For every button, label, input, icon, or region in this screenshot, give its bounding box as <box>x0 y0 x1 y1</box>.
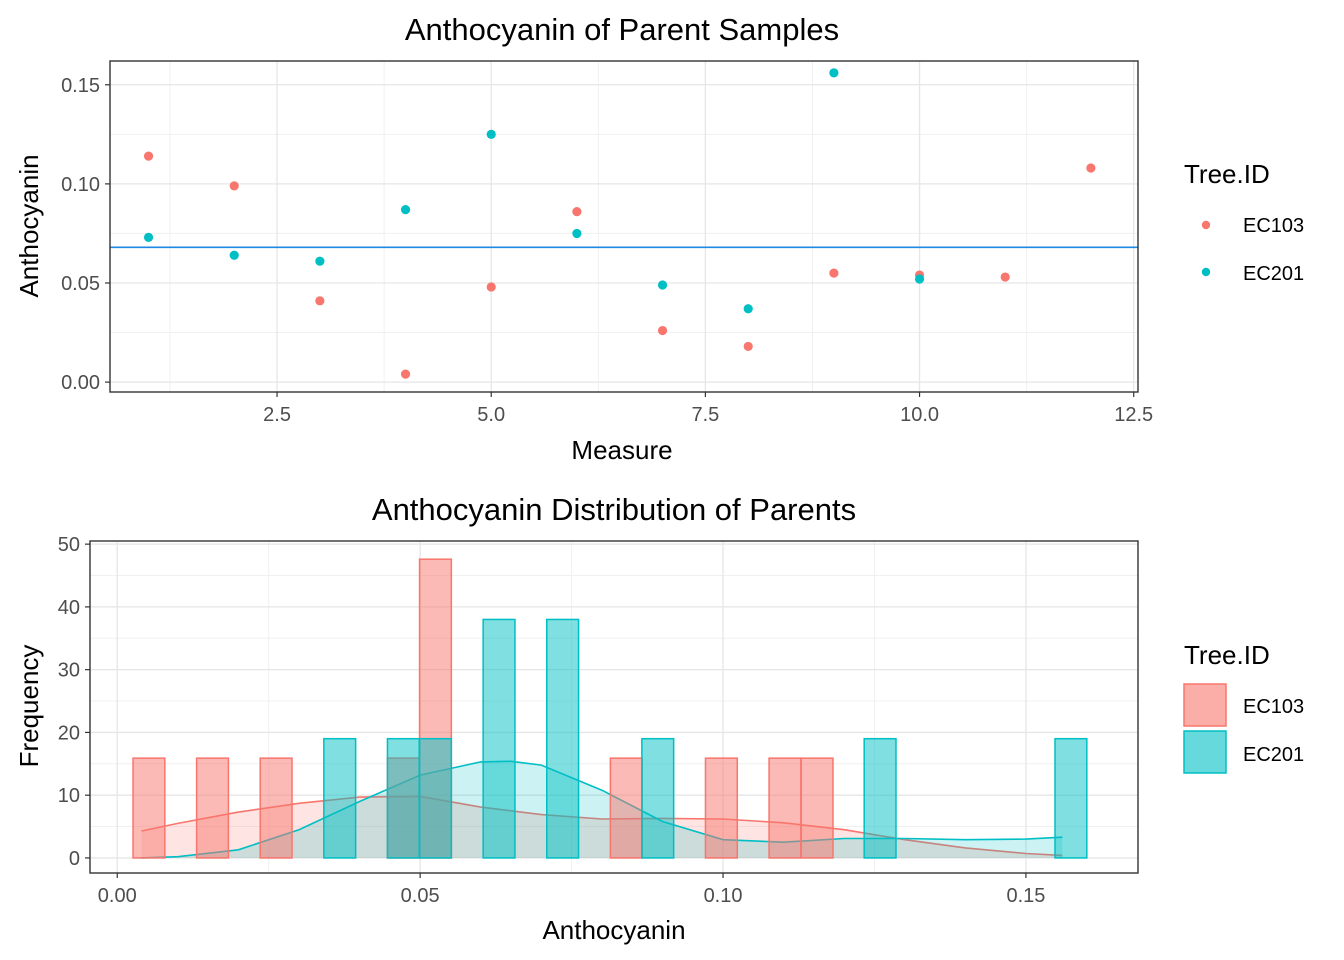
histogram-bar-ec103 <box>768 757 802 859</box>
scatter-point-ec201 <box>743 304 753 314</box>
histogram-bar-ec201 <box>323 737 357 859</box>
histogram-panel: Anthocyanin Distribution of Parents 0.00… <box>14 492 1304 945</box>
histogram-bar-ec201 <box>418 737 453 859</box>
histogram-legend-title: Tree.ID <box>1184 640 1270 670</box>
histogram-bar-ec201 <box>863 737 897 859</box>
histogram-bar-ec201 <box>482 618 516 859</box>
histogram-y-axis-title: Frequency <box>14 645 44 768</box>
scatter-point-ec103 <box>829 268 839 278</box>
histogram-y-tick-label: 50 <box>58 534 80 556</box>
histogram-bars <box>132 558 1088 859</box>
scatter-y-tick-label: 0.15 <box>61 75 100 97</box>
scatter-point-ec103 <box>572 207 582 217</box>
histogram-legend-key-ec201 <box>1183 730 1227 774</box>
scatter-panel: Anthocyanin of Parent Samples 2.5 5.0 7.5 1… <box>14 12 1304 465</box>
scatter-point-ec103 <box>400 369 411 379</box>
histogram-bar-ec201 <box>1054 737 1088 859</box>
histogram-x-tick-label: 0.05 <box>401 885 440 907</box>
scatter-point-ec201 <box>914 274 925 284</box>
histogram-y-tick-label: 10 <box>58 785 80 807</box>
histogram-x-tick-label: 0.00 <box>98 885 137 907</box>
scatter-point-ec201 <box>143 232 154 243</box>
histogram-y-tick-label: 40 <box>58 597 80 619</box>
scatter-legend-key-ec103 <box>1201 220 1211 230</box>
histogram-ticks: 0.00 0.05 0.10 0.15 0 10 20 30 40 50 <box>58 534 1046 907</box>
histogram-bar-ec103 <box>704 757 739 859</box>
scatter-points <box>143 68 1096 379</box>
scatter-point-ec201 <box>572 228 582 239</box>
scatter-point-ec201 <box>315 256 325 266</box>
scatter-point-ec201 <box>486 129 496 139</box>
scatter-point-ec103 <box>1086 163 1096 173</box>
histogram-bar-ec103 <box>609 757 643 859</box>
scatter-title: Anthocyanin of Parent Samples <box>405 12 839 47</box>
histogram-y-tick-label: 20 <box>58 722 80 744</box>
scatter-grid <box>110 61 1138 392</box>
scatter-legend: Tree.ID EC103 EC201 <box>1184 159 1304 285</box>
scatter-point-ec103 <box>229 181 239 191</box>
scatter-x-tick-label: 10.0 <box>900 404 939 426</box>
scatter-point-ec201 <box>229 250 239 260</box>
scatter-y-tick-label: 0.10 <box>61 174 100 196</box>
scatter-point-ec103 <box>486 282 496 292</box>
histogram-legend-label-ec103: EC103 <box>1243 696 1304 718</box>
scatter-point-ec201 <box>829 68 839 78</box>
scatter-point-ec103 <box>657 325 668 336</box>
scatter-y-tick-label: 0.00 <box>61 372 100 394</box>
histogram-legend-label-ec201: EC201 <box>1243 744 1304 766</box>
scatter-y-tick-label: 0.05 <box>61 273 100 295</box>
histogram-title: Anthocyanin Distribution of Parents <box>372 492 856 527</box>
histogram-bar-ec103 <box>195 757 230 859</box>
scatter-x-tick-label: 2.5 <box>263 404 291 426</box>
scatter-ticks: 2.5 5.0 7.5 10.0 12.5 0.00 0.05 0.10 0.15 <box>61 75 1153 426</box>
scatter-point-ec103 <box>743 341 753 352</box>
scatter-point-ec103 <box>1000 272 1010 282</box>
scatter-x-tick-label: 5.0 <box>477 404 505 426</box>
histogram-bar-ec201 <box>546 618 580 859</box>
scatter-x-axis-title: Measure <box>571 435 672 465</box>
histogram-y-tick-label: 0 <box>69 848 80 870</box>
scatter-point-ec201 <box>657 280 668 290</box>
scatter-frame <box>109 60 1139 393</box>
histogram-bar-ec201 <box>386 737 420 859</box>
density-area-ec201 <box>141 761 1063 858</box>
histogram-bar-ec103 <box>800 757 834 859</box>
histogram-legend-key-ec103 <box>1183 683 1227 727</box>
scatter-x-tick-label: 7.5 <box>691 404 719 426</box>
histogram-frame <box>89 540 1139 874</box>
histogram-x-tick-label: 0.10 <box>704 885 743 907</box>
scatter-legend-title: Tree.ID <box>1184 159 1270 189</box>
scatter-point-ec201 <box>400 205 411 215</box>
scatter-x-tick-label: 12.5 <box>1114 404 1153 426</box>
scatter-legend-label-ec201: EC201 <box>1243 263 1304 285</box>
histogram-legend: Tree.ID EC103 EC201 <box>1183 640 1304 774</box>
histogram-x-axis-title: Anthocyanin <box>542 915 685 945</box>
histogram-bar-ec201 <box>641 737 675 859</box>
histogram-bar-ec103 <box>259 757 293 859</box>
scatter-legend-key-ec201 <box>1201 267 1211 277</box>
scatter-point-ec103 <box>143 151 154 161</box>
scatter-legend-label-ec103: EC103 <box>1243 215 1304 237</box>
histogram-x-tick-label: 0.15 <box>1006 885 1045 907</box>
scatter-y-axis-title: Anthocyanin <box>14 154 44 297</box>
histogram-bar-ec103 <box>132 757 166 859</box>
scatter-point-ec103 <box>315 296 325 306</box>
histogram-y-tick-label: 30 <box>58 660 80 682</box>
